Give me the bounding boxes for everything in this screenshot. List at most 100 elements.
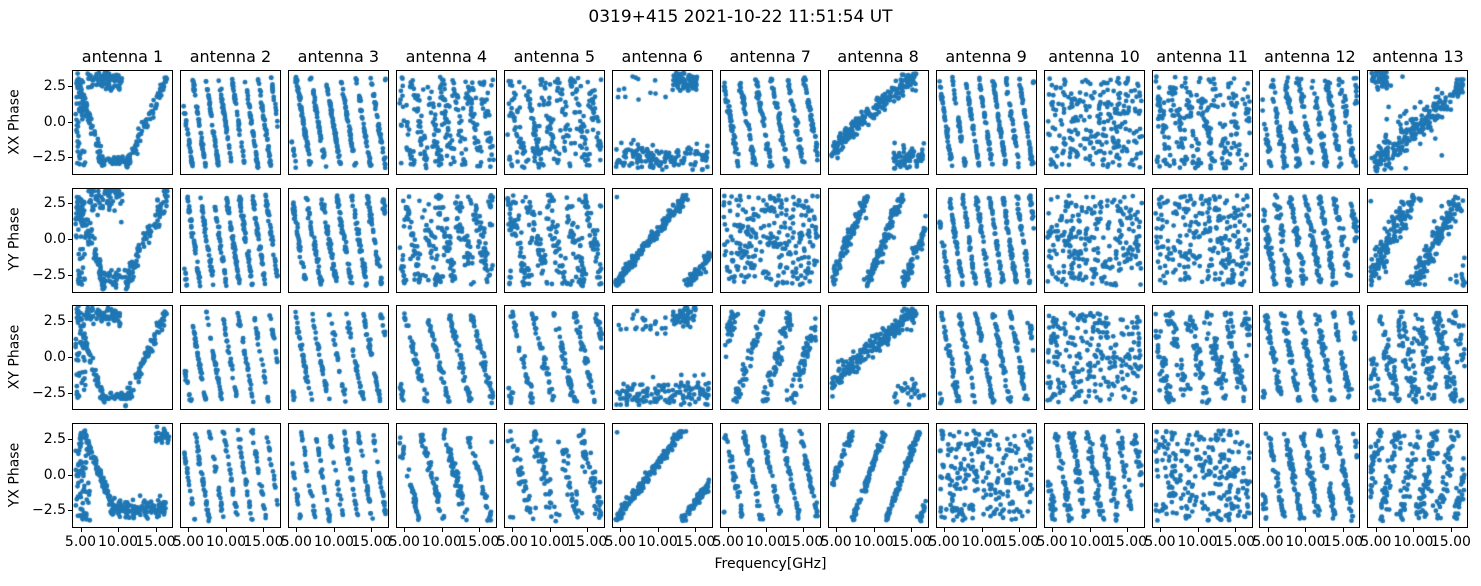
scatter-canvas [504, 71, 604, 174]
subplot-xy-phase-antenna-12 [1259, 305, 1361, 411]
scatter-canvas [1044, 306, 1144, 410]
scatter-canvas [828, 306, 928, 410]
y-tick-label: 0.0 [43, 113, 66, 130]
subplot-xy-phase-antenna-11 [1151, 305, 1253, 411]
x-tick-mark [620, 528, 622, 533]
x-tick-mark [1342, 528, 1344, 533]
x-tick-mark [1450, 528, 1452, 533]
x-tick-label: 5.00 [1036, 534, 1068, 551]
x-tick-mark [657, 528, 659, 533]
scatter-canvas [1044, 71, 1144, 174]
subplot-col-title: antenna 8 [837, 47, 919, 66]
x-tick-mark [765, 528, 767, 533]
x-tick-mark [512, 528, 514, 533]
scatter-canvas [288, 424, 388, 528]
scatter-canvas [1260, 424, 1360, 528]
x-tick-label: 15.00 [459, 534, 500, 551]
x-tick-label: 15.00 [135, 534, 176, 551]
scatter-canvas [396, 424, 496, 528]
subplot-yx-phase-antenna-2 [179, 423, 281, 529]
subplot-yy-phase-antenna-4 [395, 187, 497, 293]
scatter-canvas [1044, 424, 1144, 528]
subplot-yy-phase-antenna-11 [1151, 187, 1253, 293]
subplot-yy-phase-antenna-5 [503, 187, 605, 293]
figure-title: 0319+415 2021-10-22 11:51:54 UT [588, 7, 893, 27]
subplot-xx-phase-antenna-4 [395, 70, 497, 175]
scatter-canvas [73, 306, 172, 410]
x-tick-mark [1127, 528, 1129, 533]
scatter-canvas [396, 188, 496, 292]
subplot-yx-phase-antenna-4 [395, 423, 497, 529]
scatter-canvas [612, 424, 712, 528]
subplot-yx-phase-antenna-10 [1043, 423, 1145, 529]
scatter-canvas [936, 71, 1036, 174]
scatter-canvas [612, 188, 712, 292]
subplot-xx-phase-antenna-5 [503, 70, 605, 175]
x-tick-mark [944, 528, 946, 533]
x-tick-label: 5.00 [172, 534, 205, 551]
subplot-yx-phase-antenna-5 [503, 423, 605, 529]
subplot-xx-phase-antenna-9 [935, 70, 1037, 175]
x-tick-label: 15.00 [1107, 534, 1148, 551]
x-tick-mark [225, 528, 227, 533]
y-tick-label: 2.5 [43, 77, 66, 94]
subplot-xx-phase-antenna-2 [179, 70, 281, 175]
x-tick-mark [1160, 528, 1161, 533]
subplot-yy-phase-antenna-12 [1259, 187, 1361, 293]
y-tick-mark [68, 356, 72, 358]
subplot-col-title: antenna 6 [621, 47, 703, 66]
subplot-xy-phase-antenna-6 [611, 305, 713, 411]
x-tick-label: 15.00 [1322, 534, 1363, 551]
scatter-canvas [936, 306, 1036, 410]
x-tick-label: 5.00 [496, 534, 528, 551]
scatter-canvas [504, 306, 604, 410]
subplot-col-title: antenna 11 [1156, 47, 1248, 66]
x-tick-label: 15.00 [351, 534, 392, 551]
y-axis-row-label: XX Phase [6, 88, 22, 155]
subplot-xy-phase-antenna-1 [72, 305, 173, 411]
y-tick-mark [68, 321, 72, 323]
x-tick-label: 10.00 [313, 534, 354, 551]
x-tick-label: 5.00 [928, 534, 960, 551]
subplot-yy-phase-antenna-3 [287, 187, 389, 293]
scatter-canvas [1152, 71, 1252, 174]
y-tick-mark [68, 510, 72, 512]
subplot-col-title: antenna 5 [513, 47, 595, 66]
scatter-canvas [504, 424, 604, 528]
subplot-xy-phase-antenna-8 [827, 305, 929, 411]
subplot-xy-phase-antenna-5 [503, 305, 605, 411]
y-tick-label: 0.0 [43, 466, 66, 483]
subplot-xx-phase-antenna-8 [827, 70, 929, 175]
subplot-yx-phase-antenna-1 [72, 423, 173, 529]
subplot-yy-phase-antenna-8 [827, 187, 929, 293]
scatter-canvas [1152, 188, 1252, 292]
x-tick-mark [155, 528, 157, 533]
scatter-canvas [180, 188, 280, 292]
subplot-yy-phase-antenna-6 [611, 187, 713, 293]
subplot-yy-phase-antenna-9 [935, 187, 1037, 293]
subplot-yy-phase-antenna-2 [179, 187, 281, 293]
subplot-yx-phase-antenna-8 [827, 423, 929, 529]
y-axis-row-label: YY Phase [6, 207, 22, 271]
scatter-canvas [720, 306, 820, 410]
x-tick-label: 10.00 [421, 534, 462, 551]
x-tick-label: 5.00 [604, 534, 636, 551]
scatter-canvas [288, 188, 388, 292]
x-tick-mark [587, 528, 589, 533]
y-tick-mark [68, 203, 72, 205]
y-tick-mark [68, 438, 72, 440]
scatter-canvas [1152, 424, 1252, 528]
scatter-canvas [180, 424, 280, 528]
subplot-xx-phase-antenna-11 [1151, 70, 1253, 175]
x-tick-mark [404, 528, 406, 533]
subplot-xx-phase-antenna-13 [1367, 70, 1469, 175]
scatter-canvas [180, 306, 280, 410]
x-tick-label: 5.00 [1360, 534, 1392, 551]
subplot-xx-phase-antenna-1 [72, 70, 173, 175]
y-tick-mark [68, 85, 72, 87]
x-tick-mark [836, 528, 838, 533]
x-tick-mark [549, 528, 551, 533]
subplot-yy-phase-antenna-13 [1367, 187, 1469, 293]
x-tick-label: 10.00 [745, 534, 786, 551]
